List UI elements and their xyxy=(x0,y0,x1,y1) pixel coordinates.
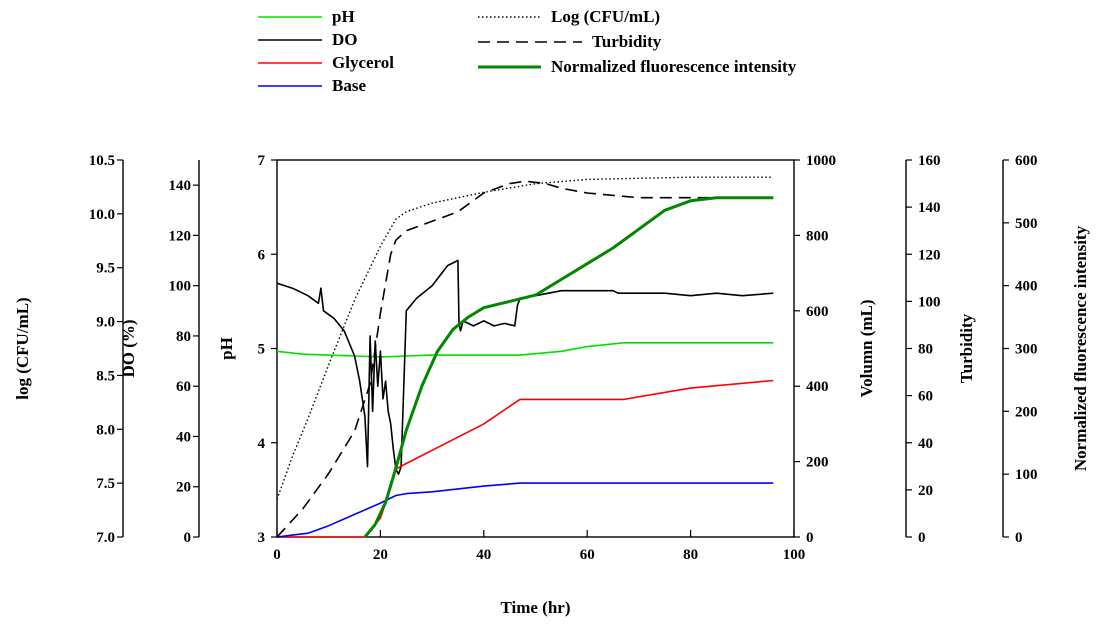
series-line-glycerol xyxy=(277,379,774,538)
legend-label-do: DO xyxy=(332,30,358,49)
ph-tick-label: 7 xyxy=(258,153,266,169)
ph-tick-label: 4 xyxy=(258,436,266,452)
turbidity-axis-title: Turbidity xyxy=(957,313,976,383)
legend-label-base: Base xyxy=(332,76,366,95)
ph-tick-label: 5 xyxy=(258,342,266,358)
volume-axis-title: Volumn (mL) xyxy=(857,299,876,397)
volume-tick-label: 800 xyxy=(806,228,829,244)
x-tick-label: 40 xyxy=(476,547,491,563)
fluor-tick-label: 600 xyxy=(1015,153,1038,169)
logcfu-axis-title: log (CFU/mL) xyxy=(13,297,32,399)
fluor-tick-label: 400 xyxy=(1015,279,1038,295)
fluor-tick-label: 100 xyxy=(1015,467,1038,483)
fluor-tick-label: 200 xyxy=(1015,404,1038,420)
x-tick-label: 0 xyxy=(273,547,281,563)
fluor-tick-label: 0 xyxy=(1015,530,1023,546)
x-tick-label: 60 xyxy=(580,547,595,563)
do-axis-title: DO (%) xyxy=(119,319,138,377)
turbidity-tick-label: 140 xyxy=(918,200,941,216)
logcfu-tick-label: 10.5 xyxy=(89,153,115,169)
x-tick-label: 100 xyxy=(783,547,806,563)
legend-label-turbidity: Turbidity xyxy=(592,32,662,51)
logcfu-tick-label: 9.0 xyxy=(96,315,115,331)
logcfu-tick-label: 8.5 xyxy=(96,368,115,384)
fluor-axis-title: Normalized fluorescence intensity xyxy=(1071,225,1090,471)
fluor-tick-label: 300 xyxy=(1015,342,1038,358)
series-line-do xyxy=(276,259,774,476)
ph-tick-label: 3 xyxy=(258,530,266,546)
do-tick-label: 100 xyxy=(169,279,192,295)
plot-frame xyxy=(276,159,795,538)
do-tick-label: 120 xyxy=(169,228,192,244)
logcfu-tick-label: 7.0 xyxy=(96,530,115,546)
do-tick-label: 20 xyxy=(176,480,191,496)
logcfu-tick-label: 10.0 xyxy=(89,207,115,223)
ph-tick-label: 6 xyxy=(258,247,266,263)
turbidity-tick-label: 100 xyxy=(918,294,941,310)
turbidity-tick-label: 40 xyxy=(918,436,933,452)
x-tick-label: 80 xyxy=(683,547,698,563)
turbidity-tick-label: 160 xyxy=(918,153,941,169)
volume-tick-label: 200 xyxy=(806,455,829,471)
legend-label-normalized-fluorescence-intensity: Normalized fluorescence intensity xyxy=(551,57,797,76)
turbidity-tick-label: 20 xyxy=(918,483,933,499)
logcfu-tick-label: 9.5 xyxy=(96,261,115,277)
x-axis-title: Time (hr) xyxy=(500,598,570,617)
series-line-log-cfu-ml xyxy=(276,176,774,500)
volume-tick-label: 0 xyxy=(806,530,814,546)
legend-label-ph: pH xyxy=(332,7,355,26)
volume-tick-label: 600 xyxy=(806,304,829,320)
logcfu-tick-label: 8.0 xyxy=(96,422,115,438)
do-tick-label: 0 xyxy=(184,530,192,546)
logcfu-tick-label: 7.5 xyxy=(96,476,115,492)
series-line-base xyxy=(276,482,774,538)
fluor-tick-label: 500 xyxy=(1015,216,1038,232)
volume-tick-label: 400 xyxy=(806,379,829,395)
series-line-turbidity xyxy=(276,180,774,538)
do-tick-label: 80 xyxy=(176,329,191,345)
volume-tick-label: 1000 xyxy=(806,153,836,169)
do-tick-label: 60 xyxy=(176,379,191,395)
series-line-ph xyxy=(276,341,774,358)
x-tick-label: 20 xyxy=(373,547,388,563)
turbidity-tick-label: 60 xyxy=(918,389,933,405)
turbidity-tick-label: 0 xyxy=(918,530,926,546)
do-tick-label: 40 xyxy=(176,429,191,445)
series-line-normalized-fluorescence-intensity xyxy=(363,196,774,538)
do-tick-label: 140 xyxy=(169,178,192,194)
turbidity-tick-label: 80 xyxy=(918,342,933,358)
ph-axis-title: pH xyxy=(217,337,236,360)
turbidity-tick-label: 120 xyxy=(918,247,941,263)
legend-label-glycerol: Glycerol xyxy=(332,53,394,72)
legend-label-log-cfu-ml: Log (CFU/mL) xyxy=(551,7,660,26)
